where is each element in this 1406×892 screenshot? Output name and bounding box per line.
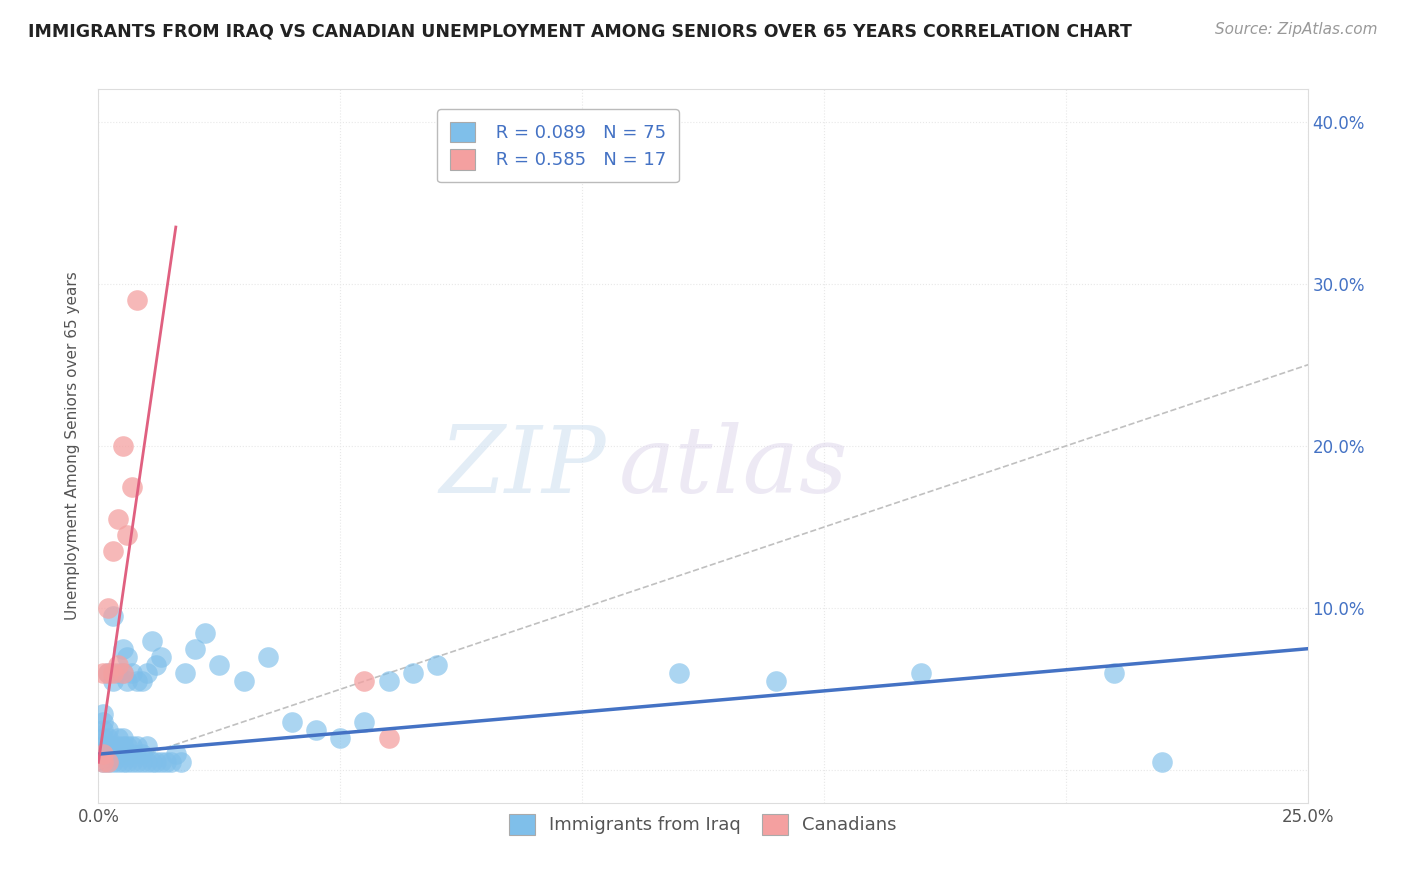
Point xyxy=(121,666,143,681)
Point xyxy=(194,625,217,640)
Point xyxy=(169,756,191,770)
Point xyxy=(121,747,143,761)
Point xyxy=(377,674,399,689)
Point xyxy=(426,657,449,672)
Point xyxy=(111,747,134,761)
Point xyxy=(155,756,177,770)
Point xyxy=(111,731,134,745)
Point xyxy=(131,747,153,761)
Point xyxy=(256,649,278,664)
Point xyxy=(117,739,139,753)
Point xyxy=(101,674,124,689)
Point xyxy=(131,674,153,689)
Point xyxy=(97,666,120,681)
Point xyxy=(111,641,134,656)
Point xyxy=(305,723,328,737)
Point xyxy=(353,674,375,689)
Point xyxy=(111,666,134,681)
Point xyxy=(150,756,173,770)
Point xyxy=(145,756,167,770)
Point xyxy=(91,756,114,770)
Point xyxy=(135,756,157,770)
Point xyxy=(208,657,231,672)
Point xyxy=(97,756,120,770)
Point xyxy=(117,756,139,770)
Point xyxy=(91,723,114,737)
Point xyxy=(127,756,149,770)
Point xyxy=(91,747,114,761)
Point xyxy=(281,714,304,729)
Point xyxy=(668,666,690,681)
Point xyxy=(97,739,120,753)
Point xyxy=(97,601,120,615)
Point xyxy=(174,666,197,681)
Point xyxy=(107,512,129,526)
Point xyxy=(101,747,124,761)
Point xyxy=(117,528,139,542)
Text: IMMIGRANTS FROM IRAQ VS CANADIAN UNEMPLOYMENT AMONG SENIORS OVER 65 YEARS CORREL: IMMIGRANTS FROM IRAQ VS CANADIAN UNEMPLO… xyxy=(28,22,1132,40)
Point xyxy=(121,756,143,770)
Point xyxy=(141,633,163,648)
Point xyxy=(101,609,124,624)
Point xyxy=(97,756,120,770)
Point xyxy=(111,739,134,753)
Point xyxy=(127,674,149,689)
Point xyxy=(131,756,153,770)
Point xyxy=(101,544,124,558)
Point xyxy=(107,756,129,770)
Point xyxy=(232,674,254,689)
Point xyxy=(111,439,134,453)
Point xyxy=(91,714,114,729)
Y-axis label: Unemployment Among Seniors over 65 years: Unemployment Among Seniors over 65 years xyxy=(65,272,80,620)
Point xyxy=(91,706,114,721)
Point xyxy=(101,756,124,770)
Point xyxy=(184,641,207,656)
Point xyxy=(107,657,129,672)
Point xyxy=(121,479,143,493)
Point xyxy=(97,747,120,761)
Text: ZIP: ZIP xyxy=(440,423,606,512)
Point xyxy=(910,666,932,681)
Point xyxy=(377,731,399,745)
Point xyxy=(135,739,157,753)
Point xyxy=(121,739,143,753)
Point xyxy=(765,674,787,689)
Point xyxy=(127,739,149,753)
Legend: Immigrants from Iraq, Canadians: Immigrants from Iraq, Canadians xyxy=(501,805,905,844)
Text: atlas: atlas xyxy=(619,423,848,512)
Point xyxy=(353,714,375,729)
Point xyxy=(1102,666,1125,681)
Point xyxy=(91,756,114,770)
Point xyxy=(111,756,134,770)
Point xyxy=(91,666,114,681)
Point xyxy=(101,666,124,681)
Point xyxy=(117,649,139,664)
Point xyxy=(402,666,425,681)
Point xyxy=(160,756,183,770)
Point xyxy=(329,731,352,745)
Point xyxy=(107,739,129,753)
Point xyxy=(107,731,129,745)
Point xyxy=(165,747,187,761)
Point xyxy=(101,739,124,753)
Point xyxy=(111,666,134,681)
Point xyxy=(145,657,167,672)
Point xyxy=(127,293,149,307)
Point xyxy=(97,723,120,737)
Point xyxy=(141,756,163,770)
Point xyxy=(97,666,120,681)
Point xyxy=(1152,756,1174,770)
Point xyxy=(117,674,139,689)
Point xyxy=(117,747,139,761)
Point xyxy=(91,747,114,761)
Point xyxy=(150,649,173,664)
Point xyxy=(97,731,120,745)
Point xyxy=(135,666,157,681)
Point xyxy=(91,731,114,745)
Text: Source: ZipAtlas.com: Source: ZipAtlas.com xyxy=(1215,22,1378,37)
Point xyxy=(107,666,129,681)
Point xyxy=(91,739,114,753)
Point xyxy=(107,747,129,761)
